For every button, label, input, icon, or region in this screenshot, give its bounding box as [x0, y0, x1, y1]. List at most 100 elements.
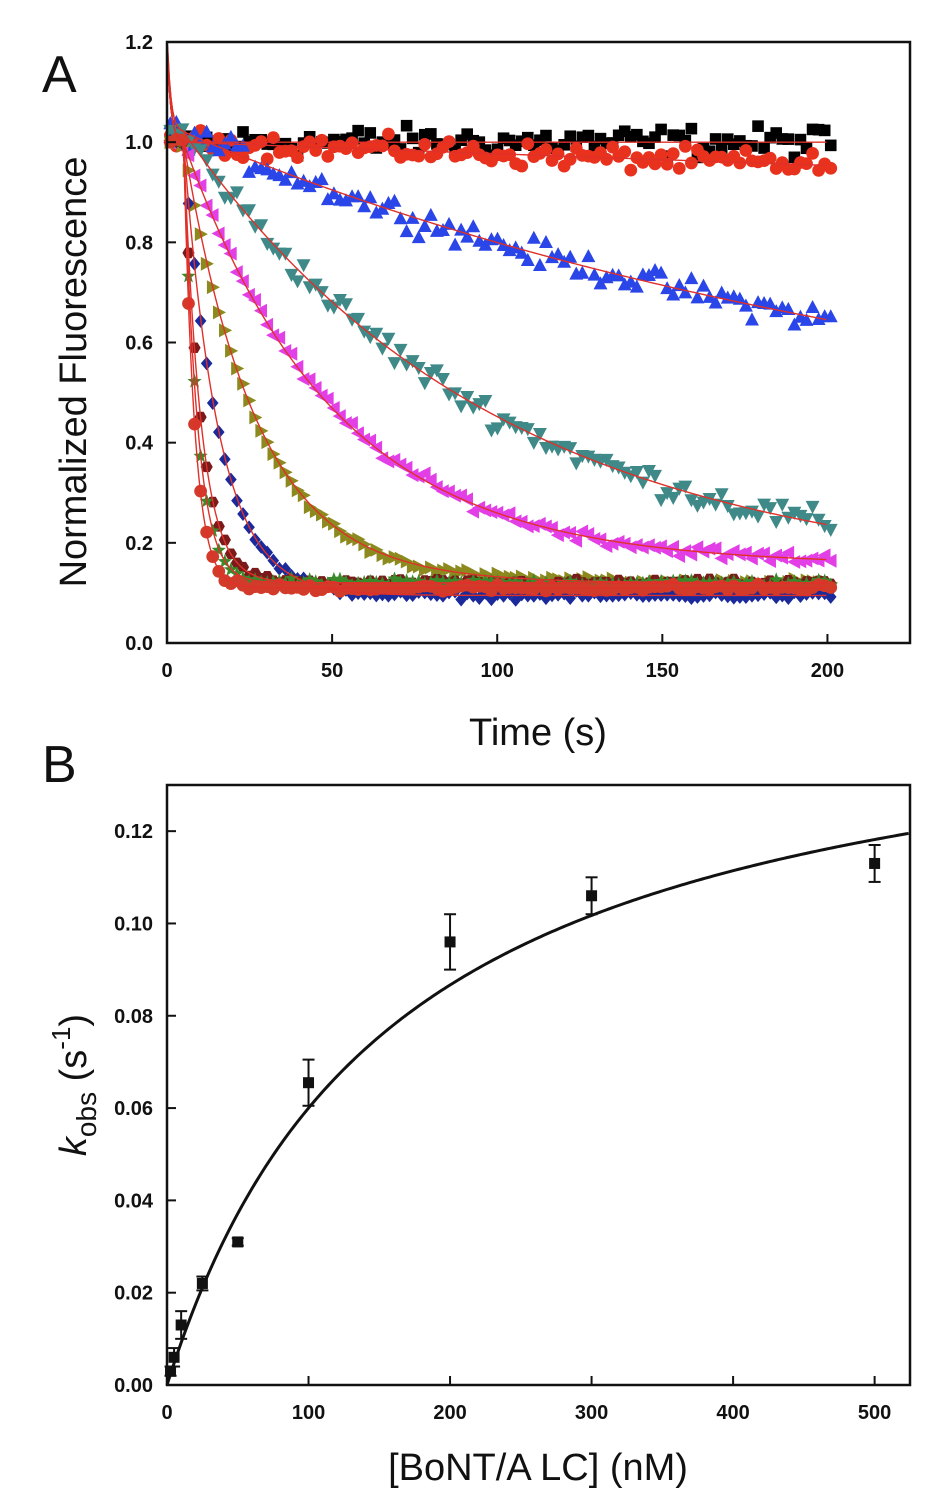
panel-a-point [746, 140, 758, 152]
panel-a-xtick-label: 0 [161, 660, 172, 682]
panel-a-point [223, 192, 238, 206]
panel-a-point [400, 119, 413, 132]
panel-a-point [575, 265, 590, 279]
panel-a-point [231, 361, 245, 376]
panel-a-ytick-label: 0.8 [125, 232, 153, 254]
panel-a-point [236, 561, 250, 573]
panel-a-point [284, 570, 299, 585]
panel-a-point [356, 432, 370, 447]
panel-a-point [211, 143, 226, 157]
panel-a-ylabel: Normalized Fluorescence [53, 157, 95, 588]
panel-b-ylabel-sub: obs [71, 1092, 102, 1137]
panel-a-point [721, 133, 734, 145]
panel-a-point [763, 502, 778, 516]
panel-a-point [532, 427, 547, 442]
panel-a-point [417, 377, 432, 391]
panel-a-point [497, 132, 510, 145]
panel-a-point [660, 281, 675, 295]
panel-a-point [393, 343, 408, 357]
panel-a-point [526, 436, 541, 450]
panel-a-point [563, 249, 578, 263]
panel-a-point [769, 304, 784, 318]
panel-a-point [805, 500, 820, 514]
panel-a-point [211, 175, 226, 189]
panel-a-point [540, 129, 552, 142]
panel-a-point [702, 574, 717, 589]
panel-a-point [690, 290, 705, 304]
panel-a-point [229, 186, 244, 200]
panel-a-fit-curve [166, 41, 827, 597]
panel-a-point [223, 129, 238, 143]
panel-a-point [776, 133, 789, 145]
panel-a-point [461, 128, 473, 140]
panel-a-point [328, 133, 340, 146]
panel-a-point [429, 364, 444, 378]
panel-a-point [582, 129, 595, 142]
panel-a-point [284, 346, 298, 361]
panel-a-point [229, 265, 243, 280]
panel-a-point [757, 498, 772, 512]
panel-a-point [236, 151, 250, 165]
panel-a-point [587, 532, 601, 546]
panel-a-point [769, 572, 784, 586]
panel-a-point [708, 541, 722, 556]
panel-a-point [352, 124, 364, 137]
panel-a-point [237, 126, 249, 138]
panel-a-point [363, 433, 377, 448]
panel-a-point [824, 581, 838, 594]
panel-a-point [823, 553, 837, 568]
panel-a-point [678, 285, 693, 299]
panel-a-point [455, 592, 467, 607]
panel-a-point [629, 466, 644, 480]
panel-a-point [818, 124, 831, 137]
panel-a-point [273, 561, 286, 576]
panel-a-point [750, 546, 764, 561]
panel-a-point [454, 400, 469, 414]
panel-a-point [721, 589, 734, 604]
panel-a-fit-curve [166, 41, 827, 561]
panel-a-point [340, 133, 352, 146]
panel-a-ytick-label: 0.6 [125, 333, 153, 355]
panel-a-point [326, 401, 340, 415]
panel-a-point [696, 278, 711, 292]
panel-a-point [278, 247, 293, 261]
panel-a-point [249, 532, 261, 547]
panel-a-point [322, 137, 334, 149]
panel-a-point [261, 138, 274, 150]
panel-a-point [734, 135, 746, 147]
panel-a-point [672, 161, 686, 175]
panel-a-point [806, 146, 819, 160]
panel-a-point [326, 186, 341, 200]
panel-a-point [805, 300, 820, 314]
panel-a-point [315, 133, 329, 147]
panel-a-point [666, 287, 681, 301]
panel-a-point [654, 494, 669, 508]
panel-a-point [479, 144, 492, 156]
panel-a-point [647, 540, 661, 555]
panel-a-point [193, 144, 208, 158]
panel-a-point [508, 574, 523, 589]
panel-a-point [564, 130, 577, 143]
panel-a-point [308, 574, 323, 588]
panel-a-point [738, 298, 753, 312]
panel-a-point [544, 520, 558, 535]
panel-a-label: A [42, 46, 77, 104]
panel-a-fit-curve [166, 41, 827, 321]
panel-a-point [581, 249, 596, 263]
panel-a-point [764, 131, 776, 144]
panel-a-point [770, 127, 783, 139]
panel-a-point [624, 130, 637, 143]
panel-b-xlabel: [BoNT/A LC] (nM) [388, 1447, 688, 1489]
panel-a-point [332, 571, 348, 586]
panel-b-ytick-label: 0.04 [114, 1190, 154, 1212]
panel-a-point [534, 134, 546, 147]
panel-a-point [279, 137, 292, 150]
panel-a-point [460, 391, 475, 405]
panel-b-ytick-label: 0.06 [114, 1098, 153, 1120]
panel-a-point [740, 590, 752, 605]
panel-b-label: B [42, 736, 77, 794]
panel-b-point [586, 890, 598, 902]
panel-b-ylabel-k: k [53, 1135, 95, 1156]
panel-a-point [703, 145, 716, 158]
panel-b-point [444, 936, 456, 948]
